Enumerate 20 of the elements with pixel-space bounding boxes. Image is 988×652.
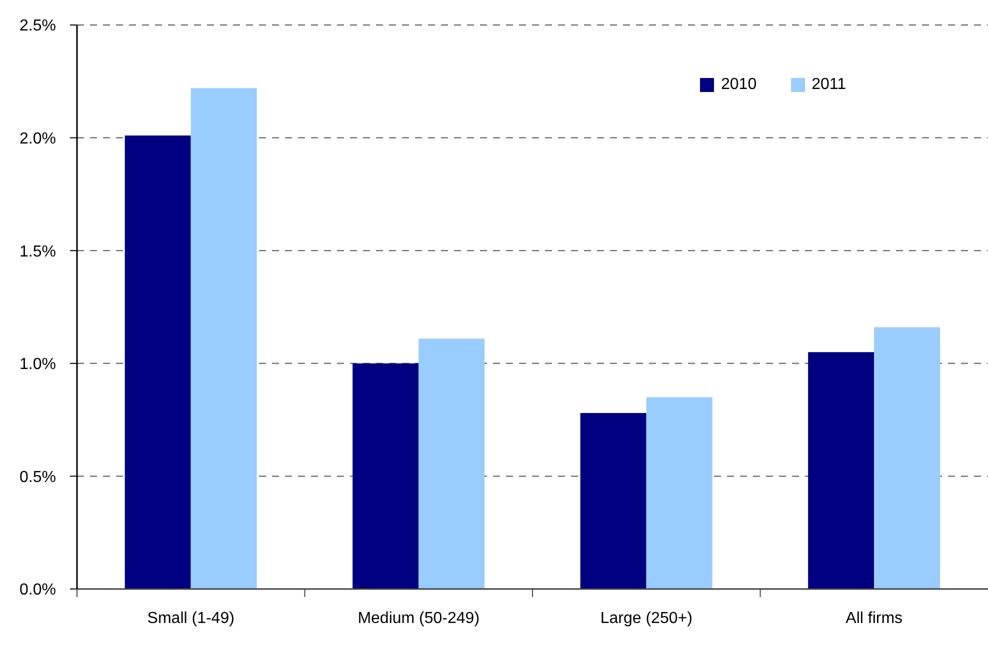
bar (124, 136, 191, 589)
bar (646, 397, 712, 589)
y-tick-label: 2.0% (20, 130, 56, 148)
bar (874, 327, 940, 589)
x-tick-label: Medium (50-249) (358, 610, 480, 627)
y-tick-label: 1.5% (20, 243, 56, 260)
y-tick-label: 1.0% (20, 356, 56, 374)
legend-label: 2011 (812, 76, 846, 94)
y-tick-label: 0.0% (20, 582, 56, 599)
bar (190, 88, 257, 589)
bar (580, 413, 646, 589)
bar (418, 338, 485, 589)
y-tick-label: 0.5% (20, 468, 56, 486)
bar (808, 352, 874, 589)
legend-label: 2010 (721, 76, 757, 94)
bar (352, 363, 419, 589)
y-tick-label: 2.5% (20, 18, 56, 35)
x-tick-label: All firms (846, 610, 903, 627)
x-tick-label: Large (250+) (600, 610, 692, 627)
x-tick-label: Small (1-49) (147, 610, 234, 627)
